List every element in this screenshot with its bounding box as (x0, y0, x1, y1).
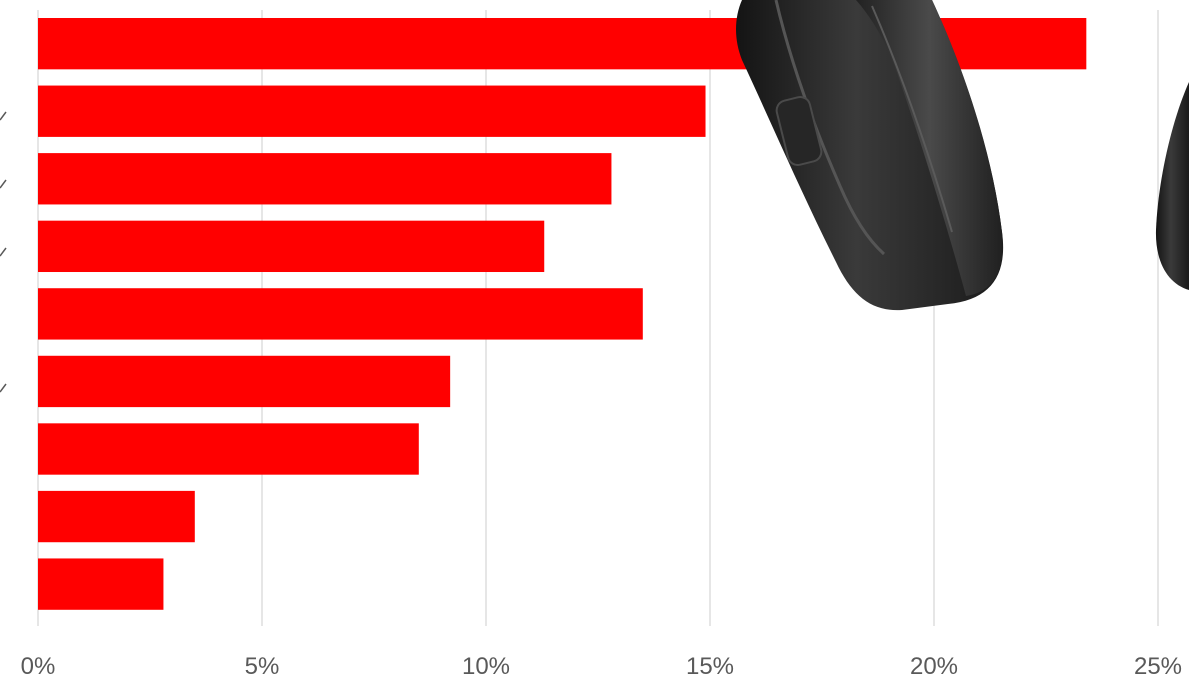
bar-2 (38, 153, 612, 205)
headphones-image (736, 0, 1189, 311)
bar-7 (38, 490, 195, 543)
headphones-earpad-icon (856, 0, 1003, 296)
headphones-second-cup-icon (1155, 82, 1189, 290)
bar-6 (38, 423, 419, 475)
bars (38, 18, 1087, 610)
x-tick-label-5: 25% (1134, 653, 1182, 679)
x-tick-label-0: 0% (21, 653, 56, 679)
bar-4 (38, 288, 643, 340)
x-tick-label-4: 20% (910, 653, 958, 679)
cut-off-category-marks (0, 111, 7, 393)
bar-8 (38, 558, 164, 610)
x-tick-label-1: 5% (245, 653, 280, 679)
x-tick-label-3: 15% (686, 653, 734, 679)
bar-3 (38, 220, 545, 273)
x-axis-tick-labels: 0% 5% 10% 15% 20% 25% (21, 653, 1182, 679)
bar-1 (38, 85, 706, 137)
x-tick-label-2: 10% (462, 653, 510, 679)
bar-5 (38, 355, 451, 408)
